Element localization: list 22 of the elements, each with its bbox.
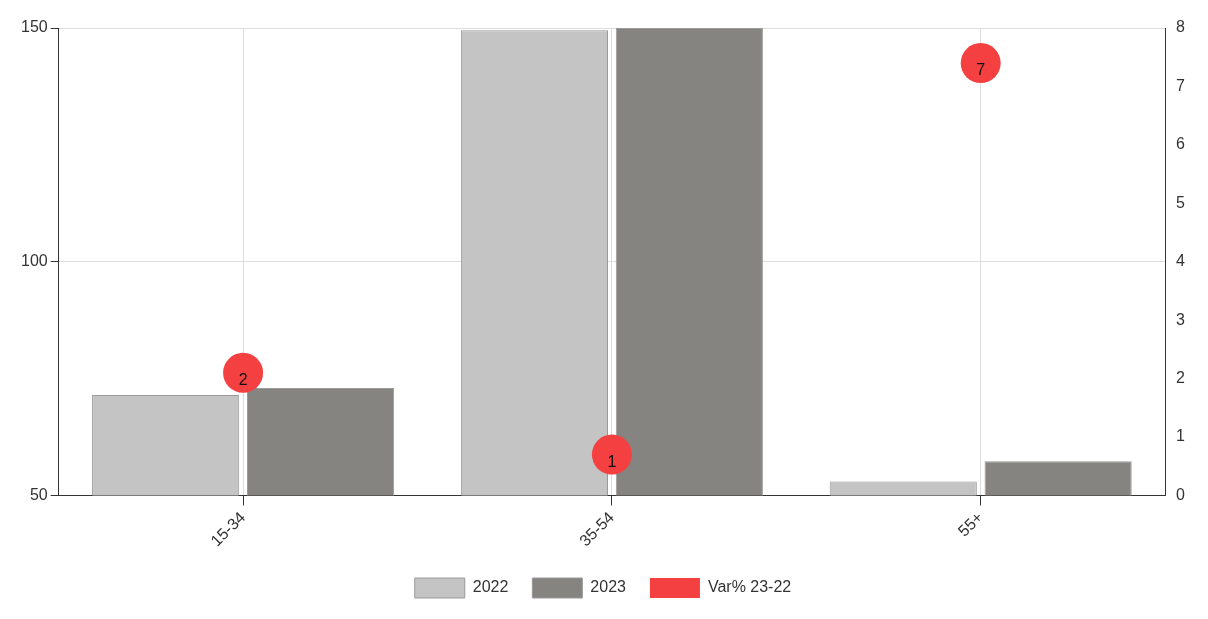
y2-tick-label: 8 xyxy=(1176,18,1186,36)
x-tick-label: 55+ xyxy=(954,508,986,540)
y2-tick-label: 5 xyxy=(1176,193,1186,211)
data-label: 1 xyxy=(607,452,617,470)
y2-tick-label: 1 xyxy=(1176,427,1186,445)
y2-tick-label: 0 xyxy=(1176,485,1186,503)
point xyxy=(591,434,632,475)
data-label: 7 xyxy=(976,61,986,79)
data-label: 2 xyxy=(238,371,248,389)
y2-tick-label: 7 xyxy=(1176,76,1186,94)
y2-tick-label: 6 xyxy=(1176,135,1186,153)
legend-label: 2022 xyxy=(472,578,509,596)
point xyxy=(223,352,264,393)
y2-tick-label: 2 xyxy=(1176,369,1186,387)
y-tick-label: 100 xyxy=(20,252,48,270)
y2-tick-label: 3 xyxy=(1176,310,1186,328)
y-tick-label: 150 xyxy=(20,18,48,36)
y-tick-label: 50 xyxy=(29,485,48,503)
point xyxy=(960,43,1001,84)
legend-label: Var% 23-22 xyxy=(707,578,792,596)
y2-tick-label: 4 xyxy=(1176,252,1186,270)
legend-label: 2023 xyxy=(590,578,627,596)
